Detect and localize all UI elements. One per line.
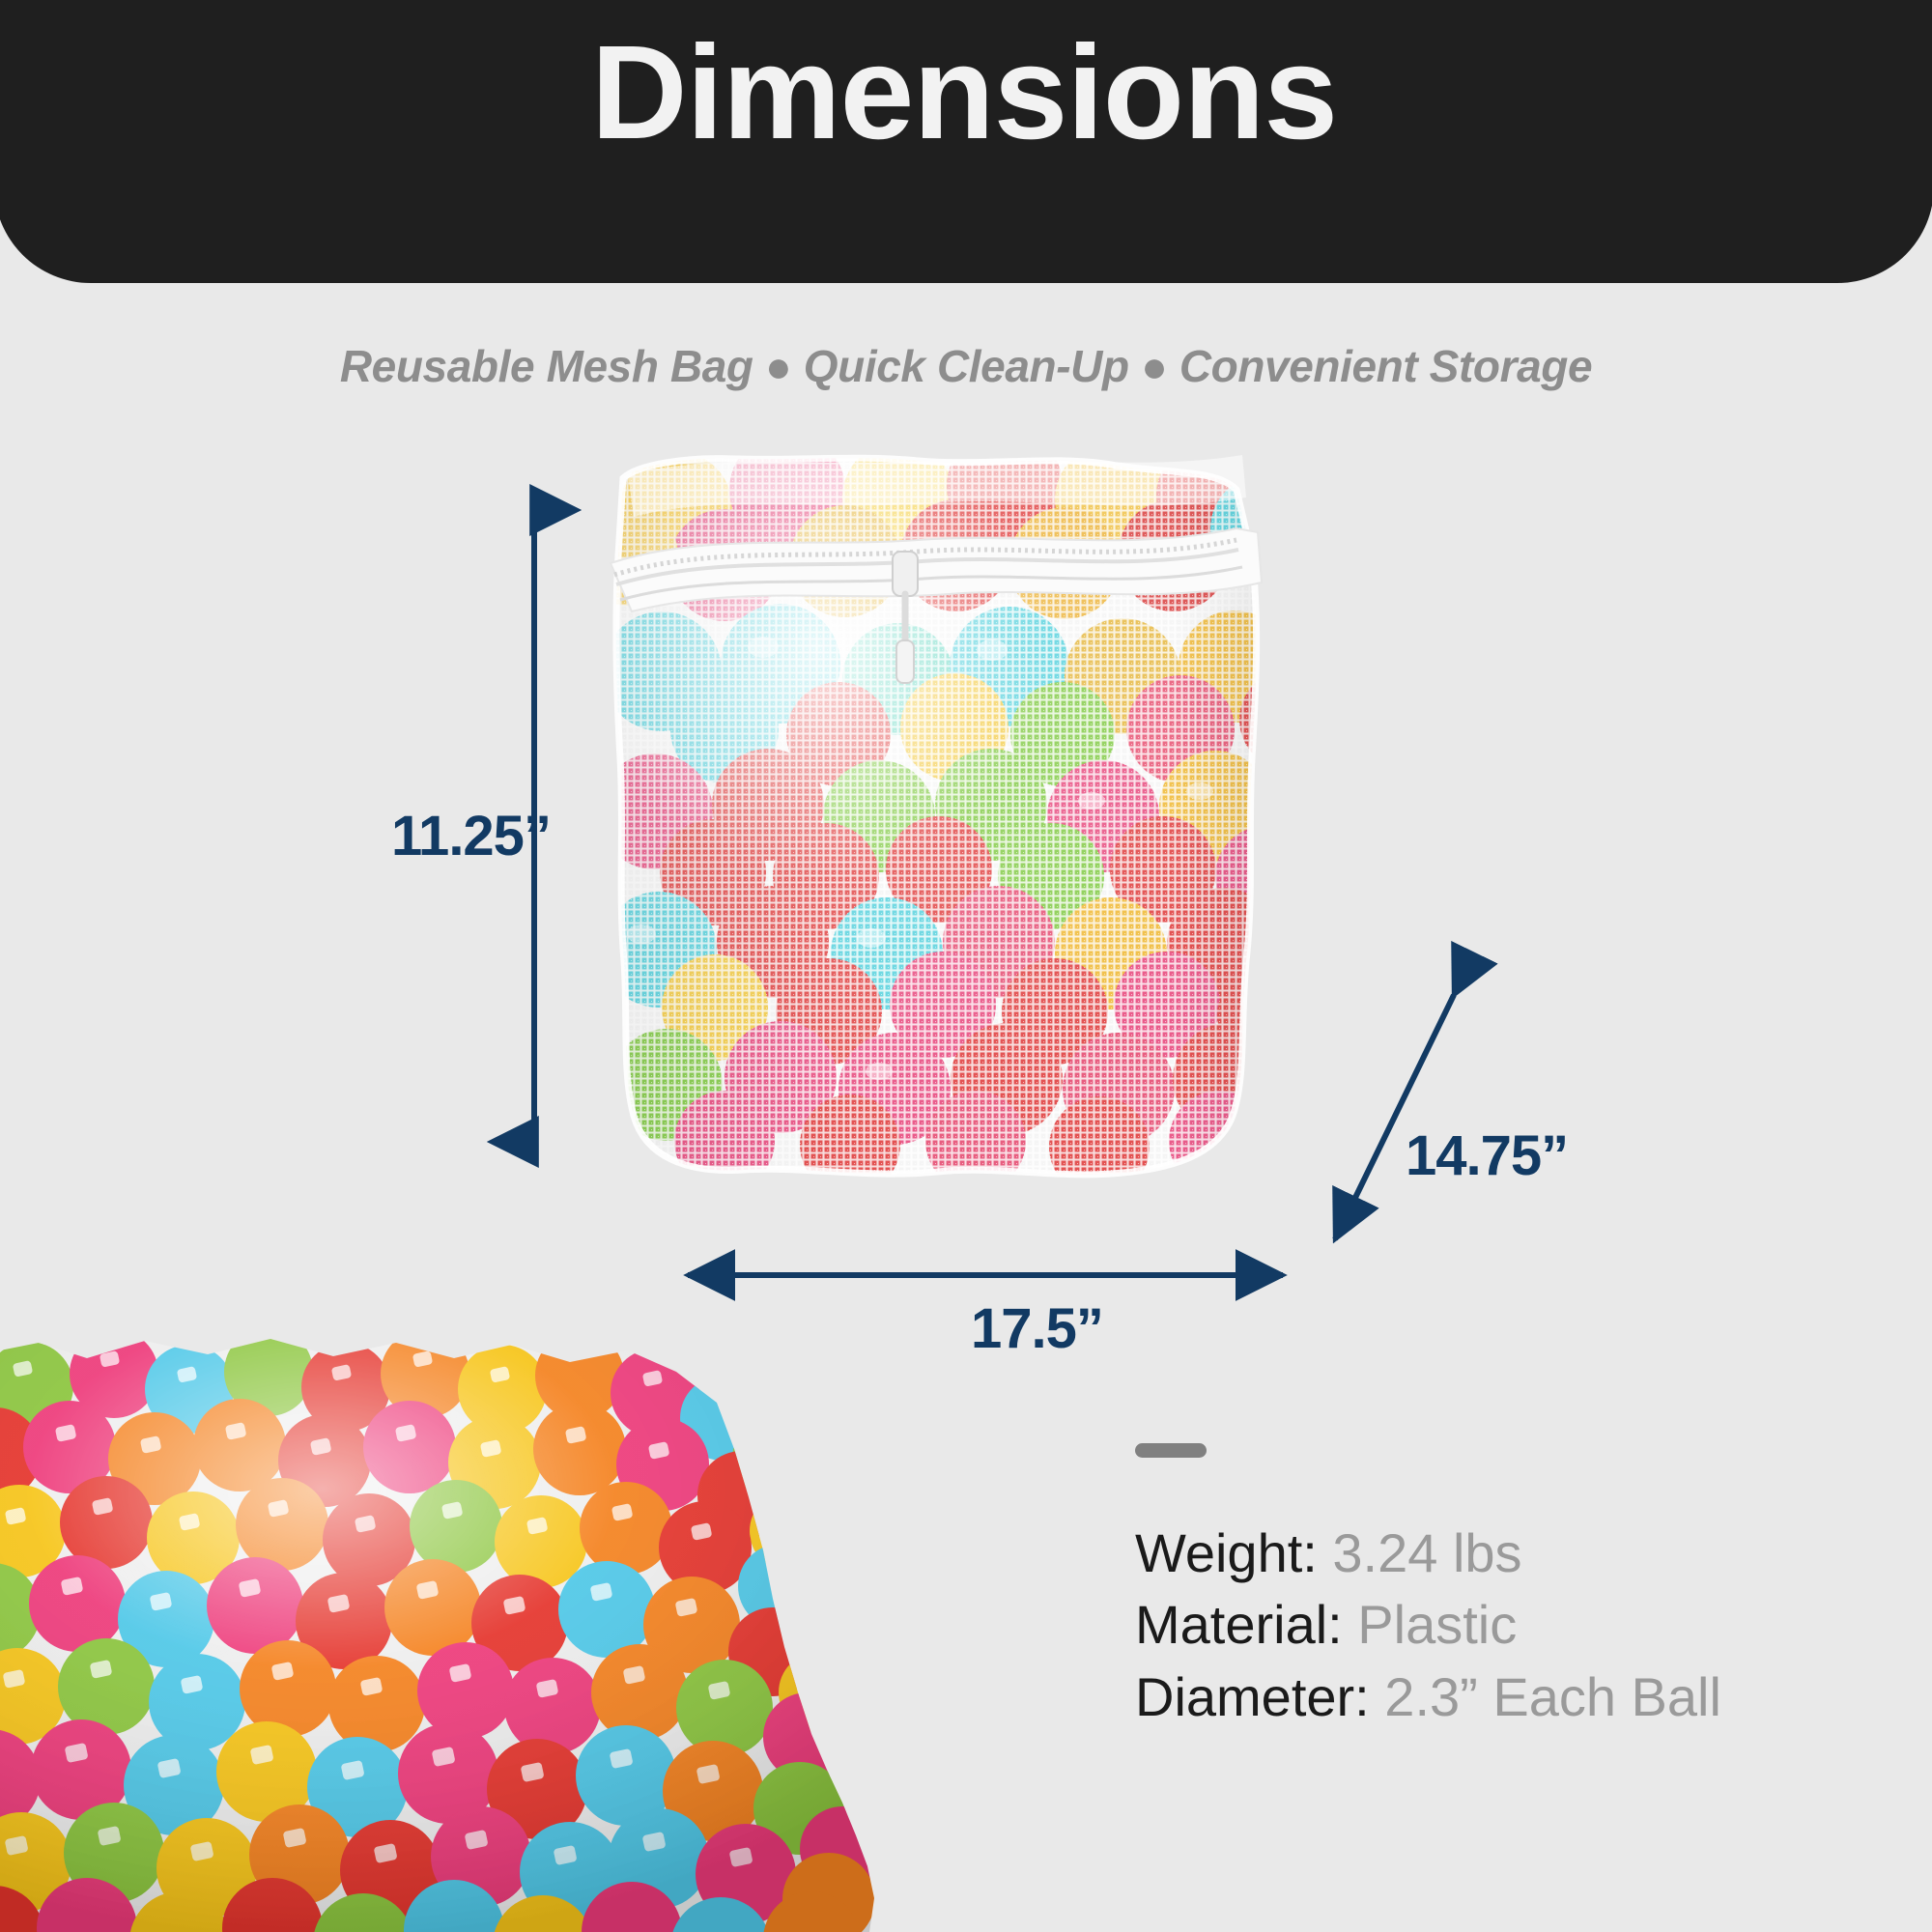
spec-key-diameter: Diameter: <box>1135 1665 1370 1727</box>
height-dimension-label: 11.25” <box>391 805 552 867</box>
loose-ball-pile-photo <box>0 1333 976 1932</box>
mesh-bag-with-balls-photo <box>570 440 1343 1212</box>
spec-key-weight: Weight: <box>1135 1522 1318 1583</box>
spec-value-diameter: 2.3” Each Ball <box>1384 1665 1721 1727</box>
spec-key-material: Material: <box>1135 1594 1343 1656</box>
spec-value-weight: 3.24 lbs <box>1332 1522 1522 1583</box>
spec-row: Material: Plastic <box>1135 1589 1869 1661</box>
page-title: Dimensions <box>590 18 1338 167</box>
width-dimension-label: 17.5” <box>971 1297 1104 1360</box>
header-banner: Dimensions <box>0 0 1932 283</box>
spec-row: Weight: 3.24 lbs <box>1135 1518 1869 1589</box>
depth-dimension-label: 14.75” <box>1406 1124 1569 1187</box>
spec-row: Diameter: 2.3” Each Ball <box>1135 1662 1869 1733</box>
subtitle-features: Reusable Mesh Bag ● Quick Clean-Up ● Con… <box>339 341 1593 391</box>
spec-value-material: Plastic <box>1357 1594 1518 1656</box>
spec-divider <box>1135 1443 1207 1458</box>
spec-list: Weight: 3.24 lbs Material: Plastic Diame… <box>1135 1443 1869 1733</box>
